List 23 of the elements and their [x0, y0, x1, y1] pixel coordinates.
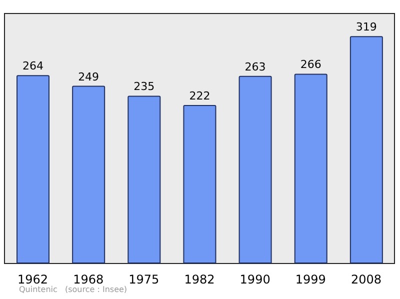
x-tick-label: 1968: [73, 272, 104, 287]
bar: [128, 96, 161, 264]
text: Quintenic: [19, 285, 58, 294]
bar: [16, 75, 50, 264]
x-tick-label: 2008: [350, 272, 382, 287]
data-label: 235: [134, 80, 155, 94]
bar: [72, 86, 106, 264]
x-tick-label: 1990: [240, 272, 270, 287]
bar: [238, 76, 272, 264]
x-tick-label: 1975: [128, 272, 160, 287]
bar: [350, 36, 383, 264]
text: (source : Insee): [65, 285, 128, 294]
data-label: 263: [244, 60, 266, 74]
data-label: 319: [356, 20, 377, 34]
bar: [183, 104, 216, 264]
x-tick-label: 1982: [184, 272, 215, 287]
bar: [294, 74, 328, 264]
x-tick-label: 1999: [295, 272, 326, 287]
data-label: 249: [78, 70, 100, 84]
x-tick-label: 1962: [18, 272, 48, 287]
data-label: 264: [22, 60, 44, 73]
data-label: 266: [300, 58, 322, 72]
data-label: 222: [189, 89, 210, 102]
